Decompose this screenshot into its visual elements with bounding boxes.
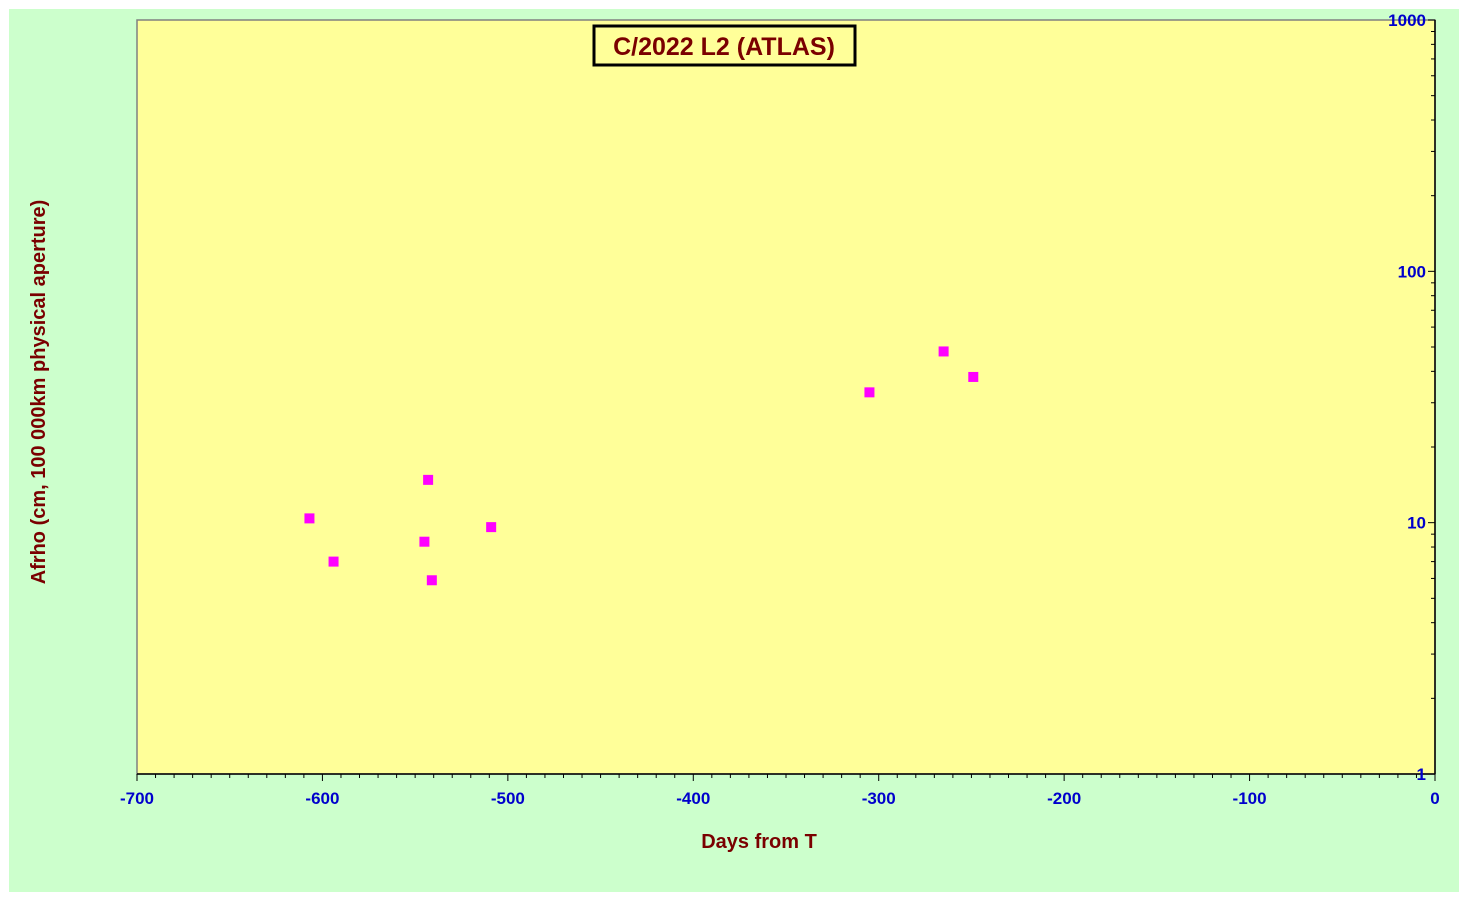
y-tick-label: 10 — [1407, 514, 1426, 533]
axes: -700 -600 -500 -400 -300 -200 -100 01 10 100 1000 — [120, 11, 1440, 808]
data-point — [968, 371, 979, 382]
y-tick-label: 100 — [1398, 262, 1426, 281]
title-box — [592, 24, 857, 67]
data-point — [864, 387, 875, 398]
x-tick-label: 0 — [1430, 789, 1439, 808]
data-point — [426, 575, 437, 586]
data-markers — [304, 346, 979, 586]
data-point — [328, 556, 339, 567]
chart-frame: -700 -600 -500 -400 -300 -200 -100 0 1 10 100 1000 … — [9, 9, 1459, 892]
x-tick-label: -100 — [1233, 789, 1267, 808]
x-tick-label: -400 — [676, 789, 710, 808]
x-tick-label: -500 — [491, 789, 525, 808]
x-tick-label: -700 — [120, 789, 154, 808]
chart-title-box: C/2022 L2 (ATLAS) — [592, 24, 857, 67]
data-point — [304, 513, 315, 524]
y-axis-title: Afrho (cm, 100 000km physical aperture) — [28, 200, 50, 585]
x-tick-label: -300 — [862, 789, 896, 808]
chart-svg: -700 -600 -500 -400 -300 -200 -100 01101001000 … — [28, 11, 1440, 853]
x-tick-label: -600 — [305, 789, 339, 808]
data-point — [938, 346, 949, 357]
chart-title: C/2022 L2 (ATLAS) — [613, 33, 835, 61]
data-point — [486, 522, 497, 533]
x-tick-label: -200 — [1047, 789, 1081, 808]
plot-area — [136, 19, 1436, 775]
x-axis-title: Days from T — [701, 831, 817, 853]
data-point — [419, 536, 430, 547]
data-point — [423, 474, 434, 485]
y-tick-label: 1000 — [1388, 11, 1426, 30]
y-tick-label: 1 — [1417, 765, 1426, 784]
